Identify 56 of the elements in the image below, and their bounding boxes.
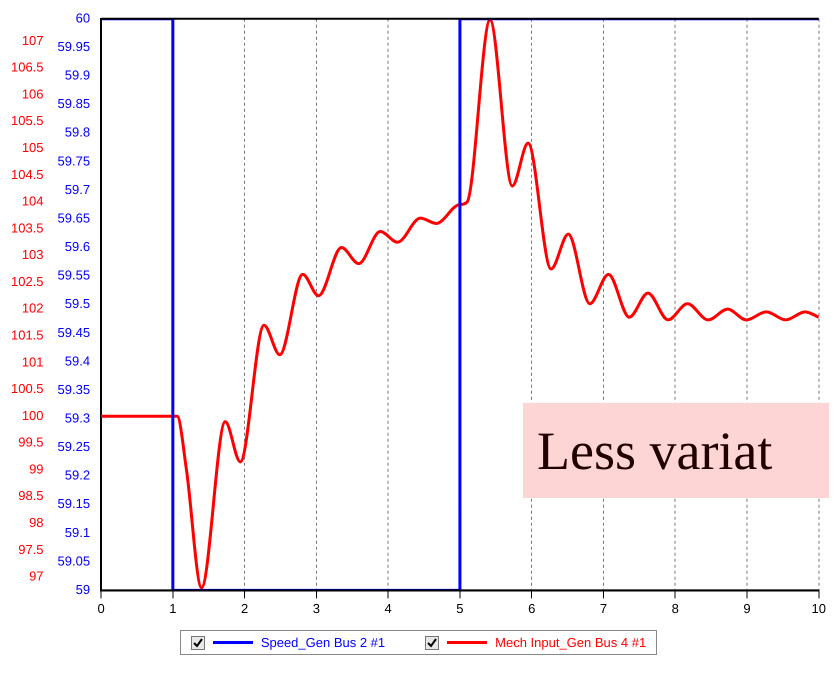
y2-tick-label: 107	[22, 32, 44, 48]
y-tick-label: 59.5	[64, 296, 90, 312]
y2-tick-label: 98.5	[18, 488, 44, 504]
y2-tick-label: 105	[22, 140, 44, 156]
y2-tick-label: 103	[22, 247, 44, 262]
y-tick-label: 59.95	[58, 38, 90, 54]
y2-tick-label: 102.5	[10, 274, 44, 289]
y-tick-label: 59.05	[58, 553, 90, 568]
y-tick-label: 59.6	[64, 239, 90, 254]
y2-tick-label: 99.5	[18, 434, 44, 450]
y2-tick-label: 104	[22, 194, 44, 209]
y-tick-label: 59.15	[58, 496, 90, 512]
y-tick-label: 59.9	[64, 68, 90, 83]
y-tick-label: 59.85	[58, 96, 90, 112]
x-tick-label: 8	[672, 600, 679, 616]
x-tick-label: 0	[97, 600, 105, 616]
annotation: Less variat	[523, 403, 829, 498]
x-tick-label: 6	[528, 600, 536, 616]
x-tick-label: 10	[812, 600, 826, 616]
y2-tick-label: 103.5	[10, 220, 44, 236]
y2-tick-label: 99	[29, 461, 44, 476]
y-tick-label: 59.75	[58, 153, 90, 168]
y2-tick-label: 106	[22, 86, 44, 102]
y2-tick-label: 98	[29, 515, 44, 530]
y-tick-label: 59.8	[64, 124, 90, 140]
y2-tick-label: 105.5	[10, 113, 44, 128]
x-tick-label: 3	[312, 600, 320, 616]
x-tick-label: 5	[456, 600, 464, 616]
legend-label: Mech Input_Gen Bus 4 #1	[495, 635, 646, 650]
x-tick-label: 1	[169, 600, 176, 616]
x-tick-label: 9	[743, 600, 751, 616]
y-tick-label: 59.65	[58, 210, 90, 226]
y-tick-label: 59.4	[64, 353, 90, 368]
y-tick-label: 59.35	[58, 382, 90, 397]
y2-tick-label: 102	[22, 300, 44, 316]
legend-label: Speed_Gen Bus 2 #1	[260, 635, 386, 650]
y-tick-label: 60	[76, 10, 90, 26]
y-tick-label: 59.55	[58, 268, 90, 283]
y-tick-label: 59.3	[64, 410, 90, 426]
y2-tick-label: 104.5	[10, 166, 44, 182]
y2-tick-label: 97.5	[18, 542, 44, 557]
y2-tick-label: 101	[22, 354, 44, 370]
y-tick-label: 59.2	[64, 468, 90, 483]
y-tick-label: 59.1	[64, 524, 90, 540]
y-tick-label: 59	[76, 582, 90, 597]
y2-tick-label: 101.5	[10, 328, 44, 343]
y-tick-label: 59.45	[58, 324, 90, 340]
x-tick-label: 7	[600, 600, 608, 616]
y2-tick-label: 100	[22, 408, 44, 423]
y2-tick-label: 97	[29, 568, 44, 584]
y2-tick-label: 106.5	[10, 60, 44, 75]
x-tick-label: 4	[384, 600, 392, 616]
x-tick-label: 2	[240, 600, 248, 616]
y2-tick-label: 100.5	[10, 381, 44, 396]
y-tick-label: 59.7	[64, 182, 90, 197]
y-tick-label: 59.25	[58, 439, 90, 454]
